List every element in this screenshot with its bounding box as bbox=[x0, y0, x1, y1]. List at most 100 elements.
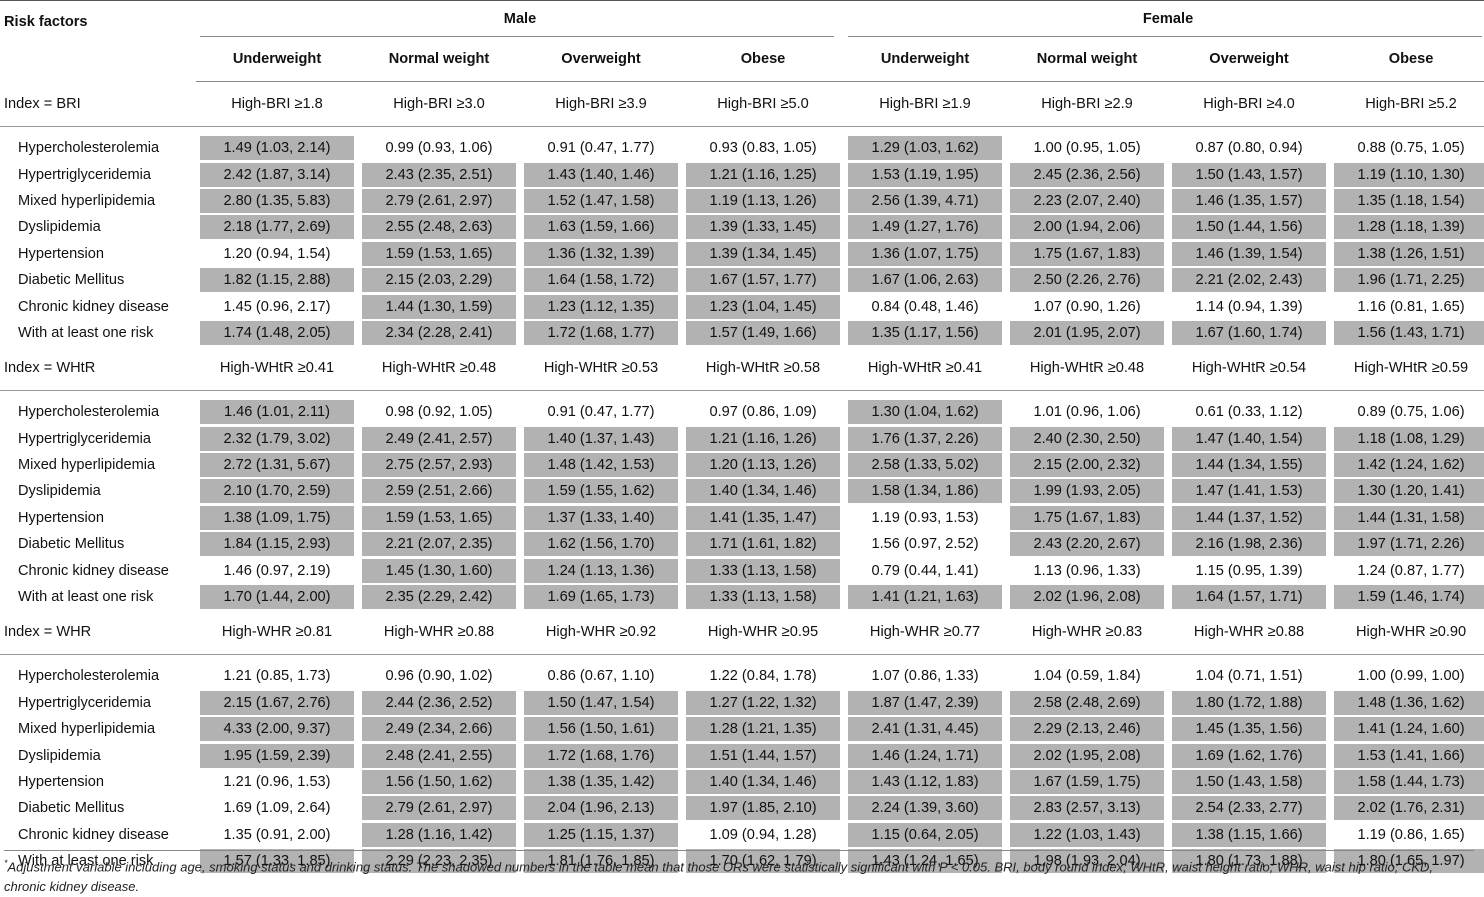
female-group-header: Female bbox=[844, 0, 1484, 37]
risk-factor-name: Dyslipidemia bbox=[18, 483, 101, 500]
or-value-significant: 2.79 (2.61, 2.97) bbox=[362, 796, 516, 821]
or-value-significant: 1.57 (1.49, 1.66) bbox=[686, 320, 841, 345]
or-cell: 1.01 (0.96, 1.06) bbox=[1006, 399, 1168, 425]
or-value: 1.00 (0.99, 1.00) bbox=[1357, 668, 1465, 685]
or-value-significant: 1.29 (1.03, 1.62) bbox=[848, 136, 1003, 161]
or-cell: 2.43 (2.20, 2.67) bbox=[1006, 531, 1168, 557]
or-value-significant: 1.80 (1.72, 1.88) bbox=[1172, 690, 1327, 715]
risk-factor-name: With at least one risk bbox=[18, 853, 154, 870]
or-cell: 1.96 (1.71, 2.25) bbox=[1330, 267, 1484, 293]
col-header-male-normal-weight: Normal weight bbox=[358, 37, 520, 82]
or-cell: 1.09 (0.94, 1.28) bbox=[682, 822, 844, 848]
or-value-significant: 1.27 (1.22, 1.32) bbox=[686, 690, 841, 715]
or-value-significant: 1.48 (1.36, 1.62) bbox=[1334, 690, 1484, 715]
or-cell: 2.18 (1.77, 2.69) bbox=[196, 214, 358, 240]
or-value-significant: 1.30 (1.04, 1.62) bbox=[848, 400, 1003, 425]
or-value-significant: 1.67 (1.57, 1.77) bbox=[686, 268, 841, 293]
or-value: 0.99 (0.93, 1.06) bbox=[385, 140, 493, 157]
or-value-significant: 1.96 (1.71, 2.25) bbox=[1334, 268, 1484, 293]
or-cell: 1.15 (0.64, 2.05) bbox=[844, 822, 1006, 848]
or-cell: 1.70 (1.62, 1.79) bbox=[682, 848, 844, 874]
or-value: 0.98 (0.92, 1.05) bbox=[385, 404, 493, 421]
or-cell: 1.69 (1.62, 1.76) bbox=[1168, 742, 1330, 768]
block-spacer-cell bbox=[0, 127, 1484, 135]
or-cell: 2.49 (2.34, 2.66) bbox=[358, 716, 520, 742]
or-value-significant: 1.87 (1.47, 2.39) bbox=[848, 690, 1003, 715]
table-row: Hypertension 1.20 (0.94, 1.54) 1.59 (1.53,… bbox=[0, 241, 1484, 267]
or-cell: 1.43 (1.40, 1.46) bbox=[520, 161, 682, 187]
or-cell: 1.44 (1.30, 1.59) bbox=[358, 293, 520, 319]
or-value: 0.86 (0.67, 1.10) bbox=[547, 668, 655, 685]
or-cell: 1.42 (1.24, 1.62) bbox=[1330, 452, 1484, 478]
risk-factor-name: With at least one risk bbox=[18, 589, 154, 606]
or-cell: 1.75 (1.67, 1.83) bbox=[1006, 241, 1168, 267]
or-value: 1.14 (0.94, 1.39) bbox=[1195, 298, 1303, 315]
or-cell: 2.58 (1.33, 5.02) bbox=[844, 452, 1006, 478]
or-cell: 1.47 (1.41, 1.53) bbox=[1168, 478, 1330, 504]
or-cell: 1.80 (1.73, 1.88) bbox=[1168, 848, 1330, 874]
or-value-significant: 1.80 (1.73, 1.88) bbox=[1172, 849, 1327, 874]
or-value: 1.22 (0.84, 1.78) bbox=[709, 668, 817, 685]
or-value-significant: 2.23 (2.07, 2.40) bbox=[1010, 188, 1165, 213]
or-value-significant: 1.46 (1.39, 1.54) bbox=[1172, 241, 1327, 266]
or-value-significant: 1.95 (1.59, 2.39) bbox=[200, 743, 354, 768]
block-spacer bbox=[0, 127, 1484, 135]
or-value: 1.00 (0.95, 1.05) bbox=[1033, 140, 1141, 157]
or-cell: 1.40 (1.34, 1.46) bbox=[682, 478, 844, 504]
or-value: 0.91 (0.47, 1.77) bbox=[547, 140, 655, 157]
or-value-significant: 2.41 (1.31, 4.45) bbox=[848, 717, 1003, 742]
or-cell: 1.33 (1.13, 1.58) bbox=[682, 557, 844, 583]
or-cell: 2.02 (1.76, 2.31) bbox=[1330, 795, 1484, 821]
or-cell: 1.56 (0.97, 2.52) bbox=[844, 531, 1006, 557]
or-cell: 2.41 (1.31, 4.45) bbox=[844, 716, 1006, 742]
header-row-columns: Underweight Normal weight Overweight Obe… bbox=[0, 37, 1484, 82]
or-value: 1.07 (0.86, 1.33) bbox=[871, 668, 979, 685]
or-value-significant: 1.52 (1.47, 1.58) bbox=[524, 188, 678, 213]
table-row: Hypertriglyceridemia 2.42 (1.87, 3.14) 2.4… bbox=[0, 161, 1484, 187]
or-value-significant: 1.15 (0.64, 2.05) bbox=[848, 822, 1003, 847]
or-cell: 2.55 (2.48, 2.63) bbox=[358, 214, 520, 240]
table-row: Mixed hyperlipidemia 2.72 (1.31, 5.67) 2.7… bbox=[0, 452, 1484, 478]
or-cell: 2.10 (1.70, 2.59) bbox=[196, 478, 358, 504]
or-cell: 1.70 (1.44, 2.00) bbox=[196, 584, 358, 610]
or-value-significant: 2.15 (2.00, 2.32) bbox=[1010, 453, 1165, 478]
or-cell: 1.48 (1.36, 1.62) bbox=[1330, 690, 1484, 716]
risk-factor-name: Diabetic Mellitus bbox=[18, 536, 125, 553]
or-cell: 1.21 (1.16, 1.26) bbox=[682, 426, 844, 452]
table-row: Hypertriglyceridemia 2.15 (1.67, 2.76) 2.4… bbox=[0, 690, 1484, 716]
or-value-significant: 1.25 (1.15, 1.37) bbox=[524, 822, 678, 847]
or-value: 1.46 (0.97, 2.19) bbox=[223, 562, 331, 579]
or-value-significant: 1.50 (1.44, 1.56) bbox=[1172, 215, 1327, 240]
or-value-significant: 1.50 (1.47, 1.54) bbox=[524, 690, 678, 715]
block-spacer bbox=[0, 391, 1484, 399]
or-value-significant: 1.59 (1.46, 1.74) bbox=[1334, 585, 1484, 610]
or-cell: 1.28 (1.16, 1.42) bbox=[358, 822, 520, 848]
table-row: Dyslipidemia 1.95 (1.59, 2.39) 2.48 (2.41,… bbox=[0, 742, 1484, 768]
or-cell: 0.88 (0.75, 1.05) bbox=[1330, 135, 1484, 161]
or-value-significant: 1.69 (1.65, 1.73) bbox=[524, 585, 678, 610]
or-cell: 1.59 (1.53, 1.65) bbox=[358, 241, 520, 267]
or-value-significant: 1.33 (1.13, 1.58) bbox=[686, 585, 841, 610]
or-cell: 1.39 (1.33, 1.45) bbox=[682, 214, 844, 240]
or-cell: 2.02 (1.95, 2.08) bbox=[1006, 742, 1168, 768]
or-value-significant: 1.46 (1.24, 1.71) bbox=[848, 743, 1003, 768]
threshold-cell: High-BRI ≥4.0 bbox=[1168, 82, 1331, 127]
or-cell: 2.32 (1.79, 3.02) bbox=[196, 426, 358, 452]
table-row: Hypertension 1.21 (0.96, 1.53) 1.56 (1.50,… bbox=[0, 769, 1484, 795]
or-cell: 1.28 (1.21, 1.35) bbox=[682, 716, 844, 742]
or-value: 1.45 (0.96, 2.17) bbox=[223, 298, 331, 315]
or-cell: 1.36 (1.07, 1.75) bbox=[844, 241, 1006, 267]
or-cell: 1.84 (1.15, 2.93) bbox=[196, 531, 358, 557]
or-value-significant: 2.02 (1.76, 2.31) bbox=[1334, 796, 1484, 821]
or-value-significant: 2.16 (1.98, 2.36) bbox=[1172, 532, 1327, 557]
or-cell: 1.62 (1.56, 1.70) bbox=[520, 531, 682, 557]
or-value-significant: 1.46 (1.01, 2.11) bbox=[200, 400, 354, 425]
or-value-significant: 1.51 (1.44, 1.57) bbox=[686, 743, 841, 768]
or-value-significant: 1.71 (1.61, 1.82) bbox=[686, 532, 841, 557]
or-cell: 2.56 (1.39, 4.71) bbox=[844, 188, 1006, 214]
or-cell: 1.47 (1.40, 1.54) bbox=[1168, 426, 1330, 452]
or-cell: 1.40 (1.34, 1.46) bbox=[682, 769, 844, 795]
or-value: 0.89 (0.75, 1.06) bbox=[1357, 404, 1465, 421]
or-cell: 2.15 (2.03, 2.29) bbox=[358, 267, 520, 293]
or-cell: 1.07 (0.90, 1.26) bbox=[1006, 293, 1168, 319]
